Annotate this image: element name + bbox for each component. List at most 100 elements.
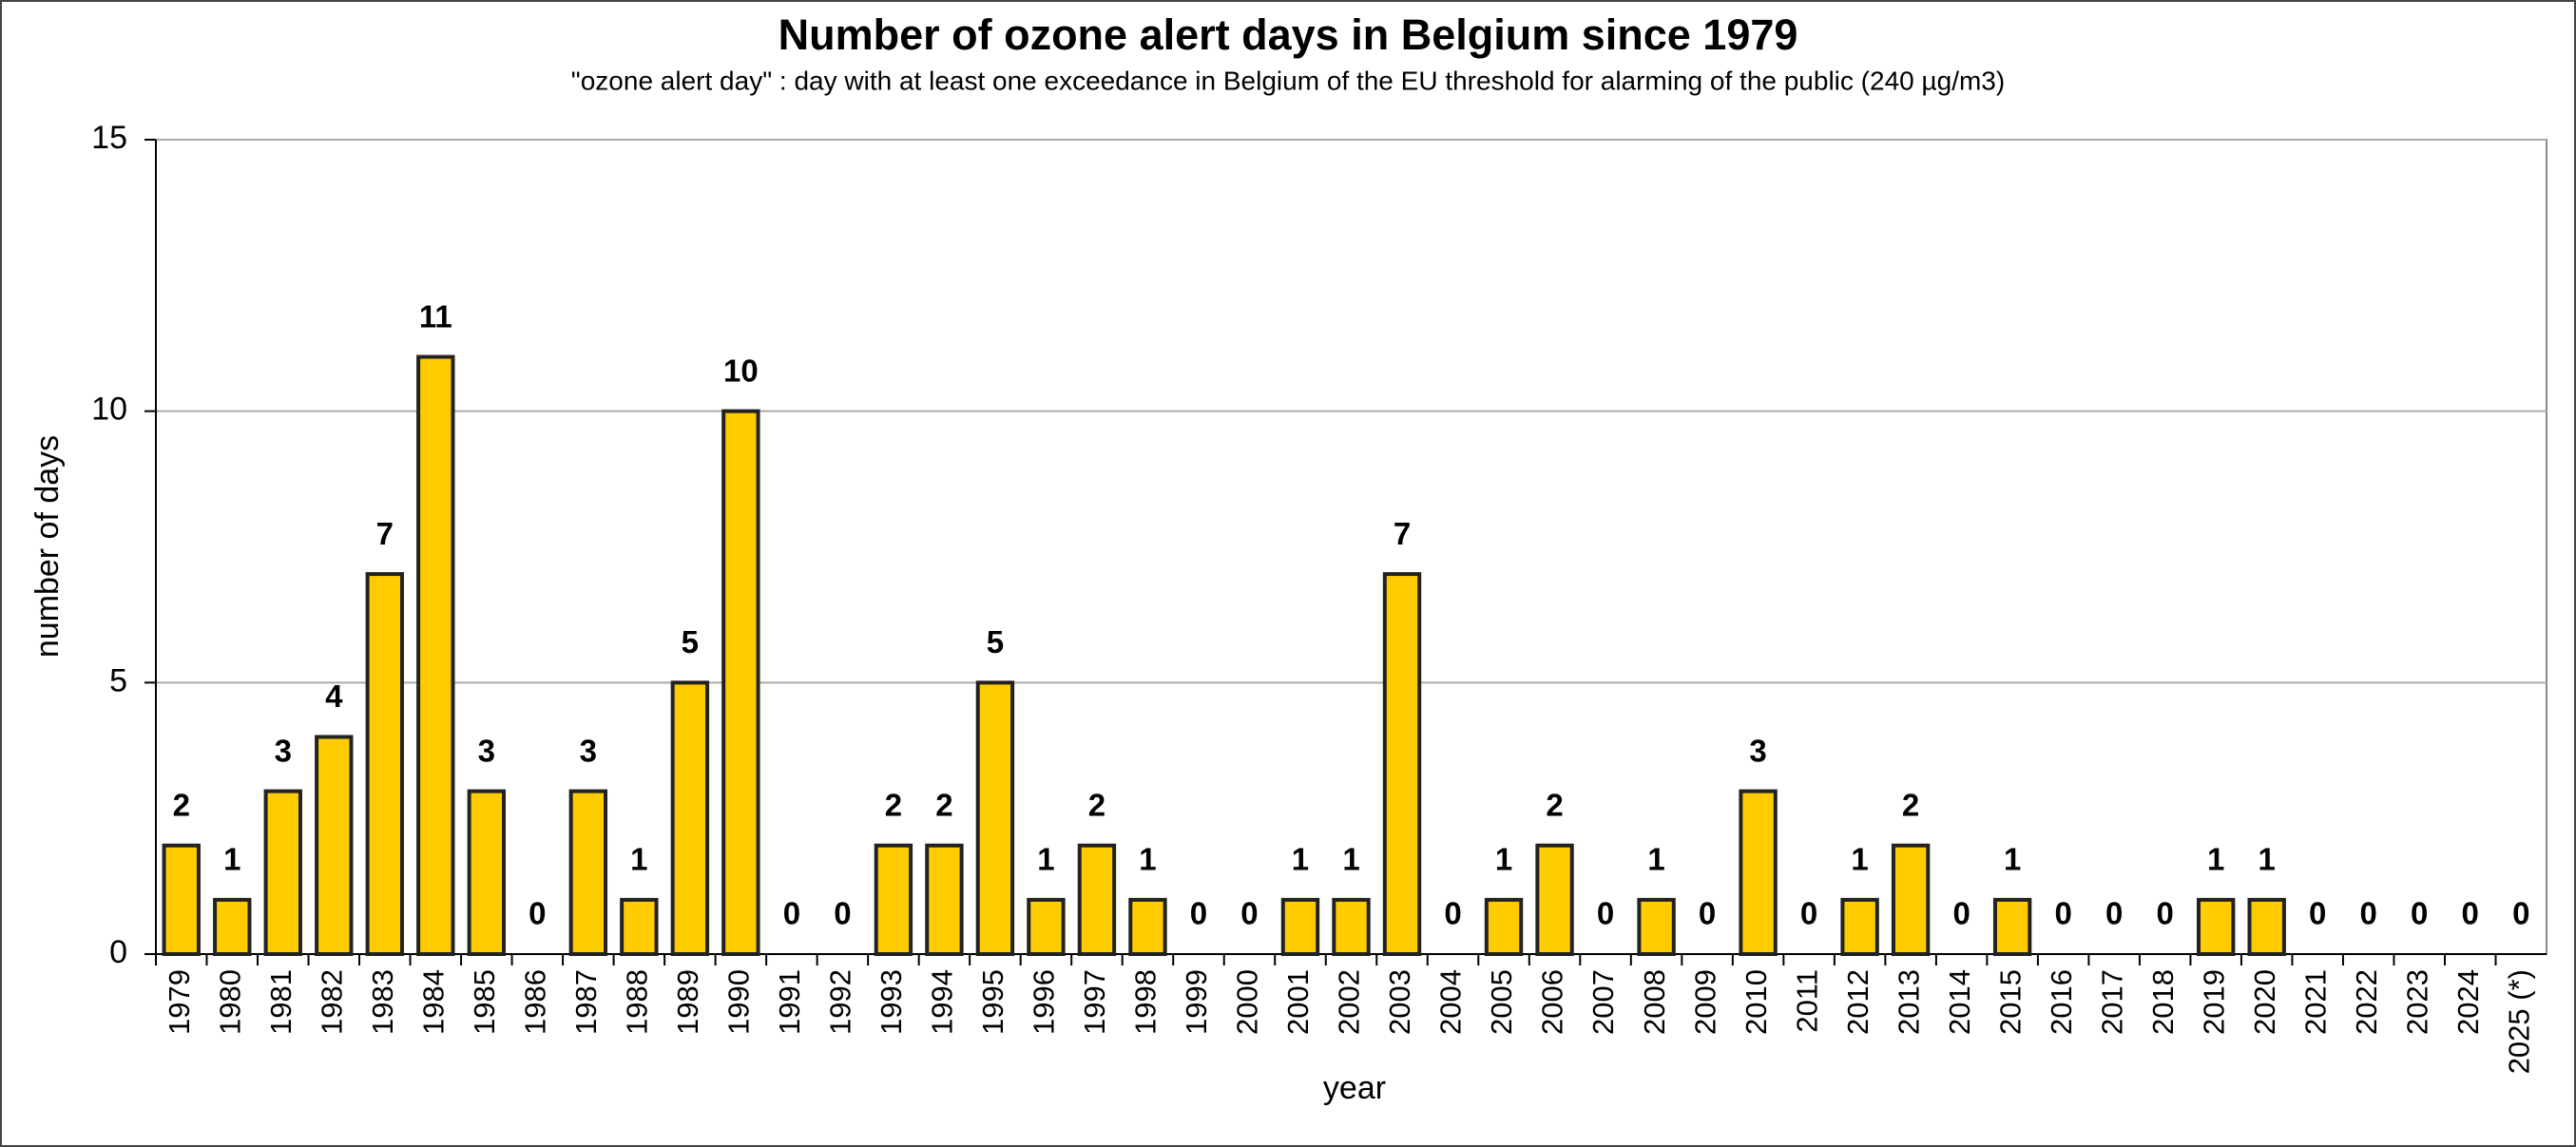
value-label: 0	[1444, 896, 1461, 931]
value-label: 1	[1292, 842, 1309, 877]
x-tick-label: 1979	[163, 969, 196, 1035]
bar	[1637, 897, 1676, 956]
bar	[1739, 789, 1778, 956]
value-label: 5	[682, 624, 699, 660]
value-label: 4	[325, 679, 343, 714]
bar	[568, 789, 608, 956]
value-label: 0	[2512, 896, 2529, 931]
x-tick-label: 1985	[468, 969, 501, 1035]
x-tick-label: 2003	[1383, 969, 1416, 1035]
x-tick-label: 1990	[722, 969, 756, 1035]
x-tick-label: 1998	[1129, 969, 1163, 1035]
bar	[1891, 843, 1931, 957]
x-tick-label: 1994	[926, 969, 959, 1035]
x-tick-label: 1987	[569, 969, 603, 1035]
value-label: 1	[1037, 842, 1054, 877]
value-label: 2	[1088, 787, 1105, 822]
bar	[2247, 897, 2286, 956]
x-tick-label: 1986	[519, 969, 552, 1035]
x-tick-label: 2005	[1485, 969, 1518, 1035]
value-label: 1	[2004, 842, 2021, 877]
y-tick-label: 15	[91, 120, 127, 156]
value-label: 1	[223, 842, 240, 877]
bar	[1382, 572, 1422, 956]
value-label: 1	[2207, 842, 2224, 877]
y-tick-label: 5	[109, 662, 127, 698]
bar	[975, 680, 1015, 956]
bar	[620, 897, 659, 956]
x-tick-label: 2009	[1688, 969, 1721, 1035]
value-label: 2	[1902, 787, 1919, 822]
bar	[2196, 897, 2236, 956]
value-label: 3	[478, 733, 495, 768]
value-label: 1	[1342, 842, 1359, 877]
x-axis-label: year	[1323, 1070, 1386, 1106]
x-tick-label: 1999	[1180, 969, 1213, 1035]
bar	[1840, 897, 1879, 956]
value-label: 2	[173, 787, 190, 822]
value-label: 1	[630, 842, 647, 877]
value-label: 1	[1495, 842, 1512, 877]
value-label: 1	[1139, 842, 1156, 877]
value-label: 2	[885, 787, 902, 822]
value-label: 0	[2360, 896, 2377, 931]
x-tick-label: 1982	[315, 969, 348, 1035]
value-label: 0	[2309, 896, 2326, 931]
x-tick-label: 1993	[875, 969, 908, 1035]
x-tick-label: 1989	[671, 969, 704, 1035]
bar	[315, 735, 354, 957]
value-label: 1	[1851, 842, 1868, 877]
bar	[1332, 897, 1371, 956]
x-tick-label: 1984	[416, 969, 450, 1035]
x-tick-label: 2004	[1434, 969, 1468, 1035]
x-tick-label: 1981	[264, 969, 298, 1035]
x-tick-label: 1980	[213, 969, 246, 1035]
value-label: 7	[1394, 516, 1411, 551]
value-label: 2	[1546, 787, 1563, 822]
bar	[416, 354, 455, 956]
x-tick-label: 1992	[824, 969, 857, 1035]
value-label: 2	[935, 787, 952, 822]
value-label: 0	[1952, 896, 1970, 931]
value-label: 0	[783, 896, 800, 931]
x-tick-label: 2007	[1586, 969, 1620, 1035]
x-tick-label: 1997	[1078, 969, 1111, 1035]
value-label: 0	[1240, 896, 1258, 931]
x-tick-label: 2022	[2350, 969, 2383, 1035]
x-tick-label: 2021	[2298, 969, 2332, 1035]
value-label: 0	[1699, 896, 1716, 931]
y-axis-label: number of days	[29, 435, 66, 658]
value-label: 0	[2411, 896, 2428, 931]
y-tick-label: 0	[109, 934, 127, 970]
x-tick-label: 2016	[2045, 969, 2078, 1035]
chart-title: Number of ozone alert days in Belgium si…	[779, 10, 1798, 59]
value-label: 3	[275, 733, 292, 768]
bar	[1992, 897, 2032, 956]
value-label: 0	[2156, 896, 2173, 931]
bar	[1027, 897, 1066, 956]
x-tick-label: 1988	[621, 969, 654, 1035]
x-tick-label: 1991	[773, 969, 806, 1035]
value-label: 0	[1800, 896, 1817, 931]
value-label: 3	[580, 733, 597, 768]
value-label: 1	[2259, 842, 2276, 877]
value-label: 0	[2105, 896, 2123, 931]
x-tick-label: 2011	[1790, 969, 1823, 1033]
bar	[1484, 897, 1524, 956]
bar	[874, 843, 913, 957]
value-label: 0	[2054, 896, 2071, 931]
value-label: 0	[529, 896, 546, 931]
x-tick-label: 1996	[1028, 969, 1061, 1035]
x-tick-label: 2006	[1536, 969, 1569, 1035]
x-tick-label: 2015	[1993, 969, 2027, 1035]
x-tick-label: 2012	[1841, 969, 1874, 1035]
x-tick-label: 2025 (*)	[2502, 969, 2535, 1074]
value-label: 0	[834, 896, 851, 931]
value-label: 1	[1647, 842, 1664, 877]
bar	[1535, 843, 1574, 957]
value-label: 11	[419, 298, 452, 334]
x-tick-label: 2002	[1333, 969, 1366, 1035]
value-label: 0	[1597, 896, 1614, 931]
bar	[467, 789, 507, 956]
bar	[721, 409, 760, 956]
